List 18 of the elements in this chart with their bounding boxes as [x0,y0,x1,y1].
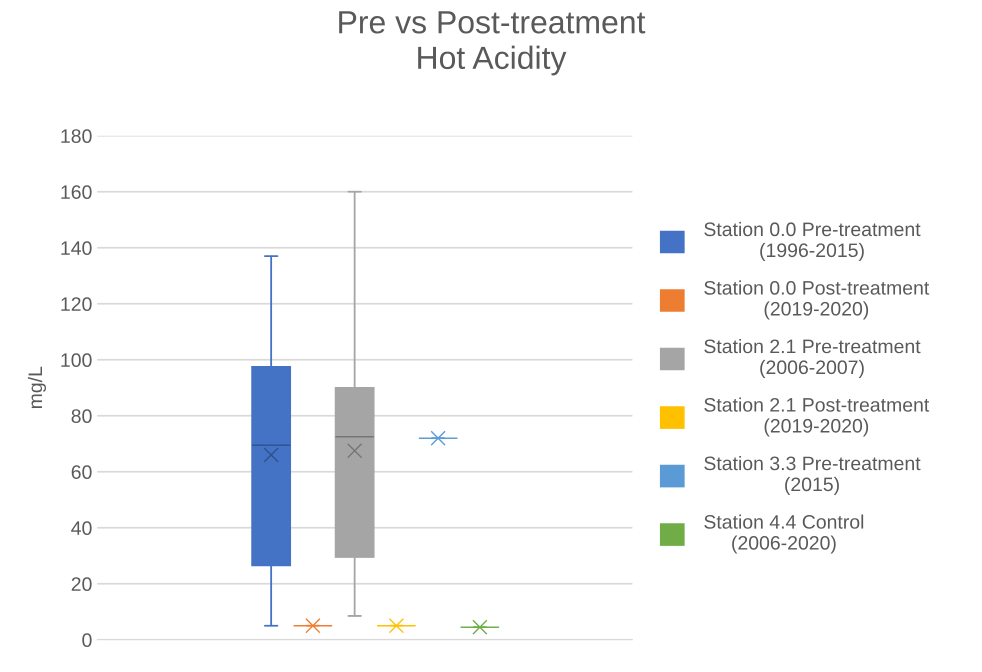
y-tick-label: 160 [61,185,92,199]
legend-label: Station 0.0 Post-treatment (2019-2020) [704,280,930,320]
legend-label: Station 4.4 Control (2006-2020) [704,514,864,554]
y-tick-label: 0 [82,633,92,647]
legend-label: Station 2.1 Post-treatment (2019-2020) [704,397,930,437]
y-tick-label: 20 [72,577,92,591]
y-tick-label: 100 [61,353,92,367]
legend-label: Station 0.0 Pre-treatment (1996-2015) [704,222,920,261]
legend-label: Station 3.3 Pre-treatment (2015) [704,456,920,496]
y-tick-label: 60 [72,465,92,479]
y-tick-label: 80 [72,409,92,423]
legend-label: Station 2.1 Pre-treatment (2006-2007) [704,338,920,378]
y-tick-label: 180 [61,129,92,143]
chart-title: Pre vs Post-treatment Hot Acidity [339,11,646,76]
y-tick-label: 140 [61,241,92,255]
y-tick-label: 120 [61,297,92,311]
y-tick-label: 40 [71,521,92,535]
y-axis-title: mg/L [28,366,46,408]
